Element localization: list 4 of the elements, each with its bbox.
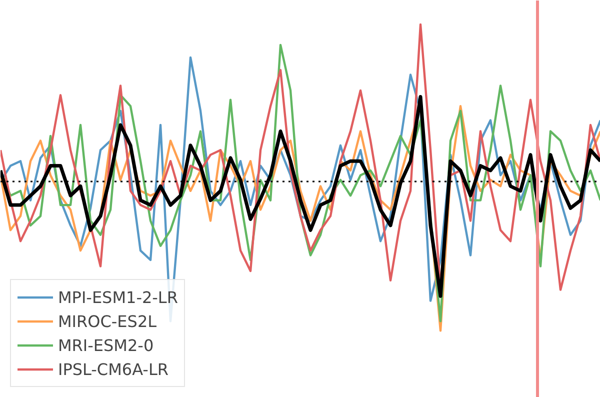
legend-label: MPI-ESM1-2-LR <box>58 286 178 308</box>
legend-label: IPSL-CM6A-LR <box>58 358 168 380</box>
legend-label: MIROC-ES2L <box>58 310 157 332</box>
legend-label: MRI-ESM2-0 <box>58 334 154 356</box>
